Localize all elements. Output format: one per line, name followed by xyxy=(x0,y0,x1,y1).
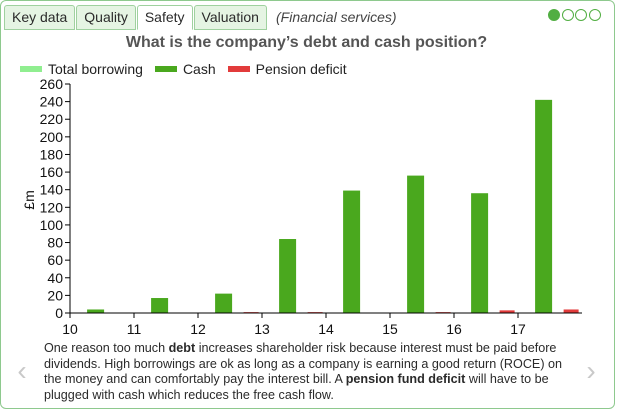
bar-pension-deficit-17 xyxy=(563,309,579,313)
bar-cash-15 xyxy=(407,175,425,313)
page-dot-3[interactable] xyxy=(575,9,587,21)
explanation-term-debt: debt xyxy=(168,341,196,355)
bar-cash-11 xyxy=(151,298,169,313)
bar-pension-deficit-16 xyxy=(499,310,515,313)
page-dot-1[interactable] xyxy=(548,9,560,21)
y-tick-label: 260 xyxy=(40,76,64,92)
chart-legend: Total borrowing Cash Pension deficit xyxy=(20,61,359,77)
y-tick-label: 120 xyxy=(40,199,64,215)
x-tick-label: 17 xyxy=(510,321,526,337)
x-tick-label: 13 xyxy=(254,321,270,337)
legend-label-pension-deficit: Pension deficit xyxy=(255,61,347,77)
y-tick-label: 40 xyxy=(47,270,63,286)
page-indicator xyxy=(548,9,602,21)
legend-label-total-borrowing: Total borrowing xyxy=(48,61,143,77)
y-tick-label: 160 xyxy=(40,164,64,180)
bar-cash-12 xyxy=(215,293,233,313)
tab-valuation[interactable]: Valuation xyxy=(193,5,267,30)
x-tick-label: 10 xyxy=(62,321,78,337)
explanation-part-2: increases shareholder risk because inter… xyxy=(44,341,563,386)
chart-bars xyxy=(87,99,579,313)
explanation-part-1: One reason too much xyxy=(44,341,169,355)
bar-cash-10 xyxy=(87,309,105,313)
y-tick-label: 220 xyxy=(40,111,64,127)
y-tick-label: 140 xyxy=(40,182,64,198)
bar-cash-13 xyxy=(279,239,297,313)
tab-bar: Key data Quality Safety Valuation xyxy=(4,5,268,30)
tab-key-data[interactable]: Key data xyxy=(4,5,76,30)
tab-safety[interactable]: Safety xyxy=(136,5,193,30)
x-tick-label: 15 xyxy=(382,321,398,337)
bar-cash-14 xyxy=(343,190,361,313)
explanation-part-3: will have to be plugged with cash which … xyxy=(44,372,549,402)
page-dot-2[interactable] xyxy=(561,9,574,21)
x-tick-label: 11 xyxy=(127,321,142,337)
x-tick-label: 16 xyxy=(446,321,462,337)
legend-item-cash: Cash xyxy=(154,61,216,77)
y-tick-label: 20 xyxy=(47,287,63,303)
tab-quality[interactable]: Quality xyxy=(76,5,136,30)
chart-title: What is the company’s debt and cash posi… xyxy=(125,34,488,51)
sector-label: (Financial services) xyxy=(276,9,397,25)
legend-swatch-cash xyxy=(154,66,177,72)
y-tick-label: 60 xyxy=(47,252,63,268)
legend-swatch-pension-deficit xyxy=(227,66,250,72)
y-tick-label: 80 xyxy=(47,235,63,251)
legend-label-cash: Cash xyxy=(182,61,216,77)
bar-cash-17 xyxy=(535,99,553,313)
y-tick-label: 180 xyxy=(40,146,64,162)
y-tick-label: 100 xyxy=(40,217,64,233)
explanation-text: One reason too much debt increases share… xyxy=(44,341,576,403)
x-tick-label: 14 xyxy=(318,321,334,337)
legend-item-pension-deficit: Pension deficit xyxy=(227,61,347,77)
y-tick-label: 200 xyxy=(40,129,64,145)
explanation-term-pension: pension fund deficit xyxy=(345,372,466,386)
x-axis-ticks: 10 11 12 13 14 15 16 17 xyxy=(62,313,526,337)
legend-swatch-total-borrowing xyxy=(20,66,42,72)
previous-arrow-icon[interactable]: ‹ xyxy=(17,355,27,386)
bar-cash-16 xyxy=(471,193,489,313)
next-arrow-icon[interactable]: › xyxy=(586,355,596,386)
page-dot-4[interactable] xyxy=(588,9,601,21)
y-tick-label: 240 xyxy=(40,94,64,110)
y-tick-label: 0 xyxy=(55,305,63,321)
legend-item-total-borrowing: Total borrowing xyxy=(20,61,143,77)
y-axis-label: £m xyxy=(21,190,37,209)
x-tick-label: 12 xyxy=(190,321,206,337)
